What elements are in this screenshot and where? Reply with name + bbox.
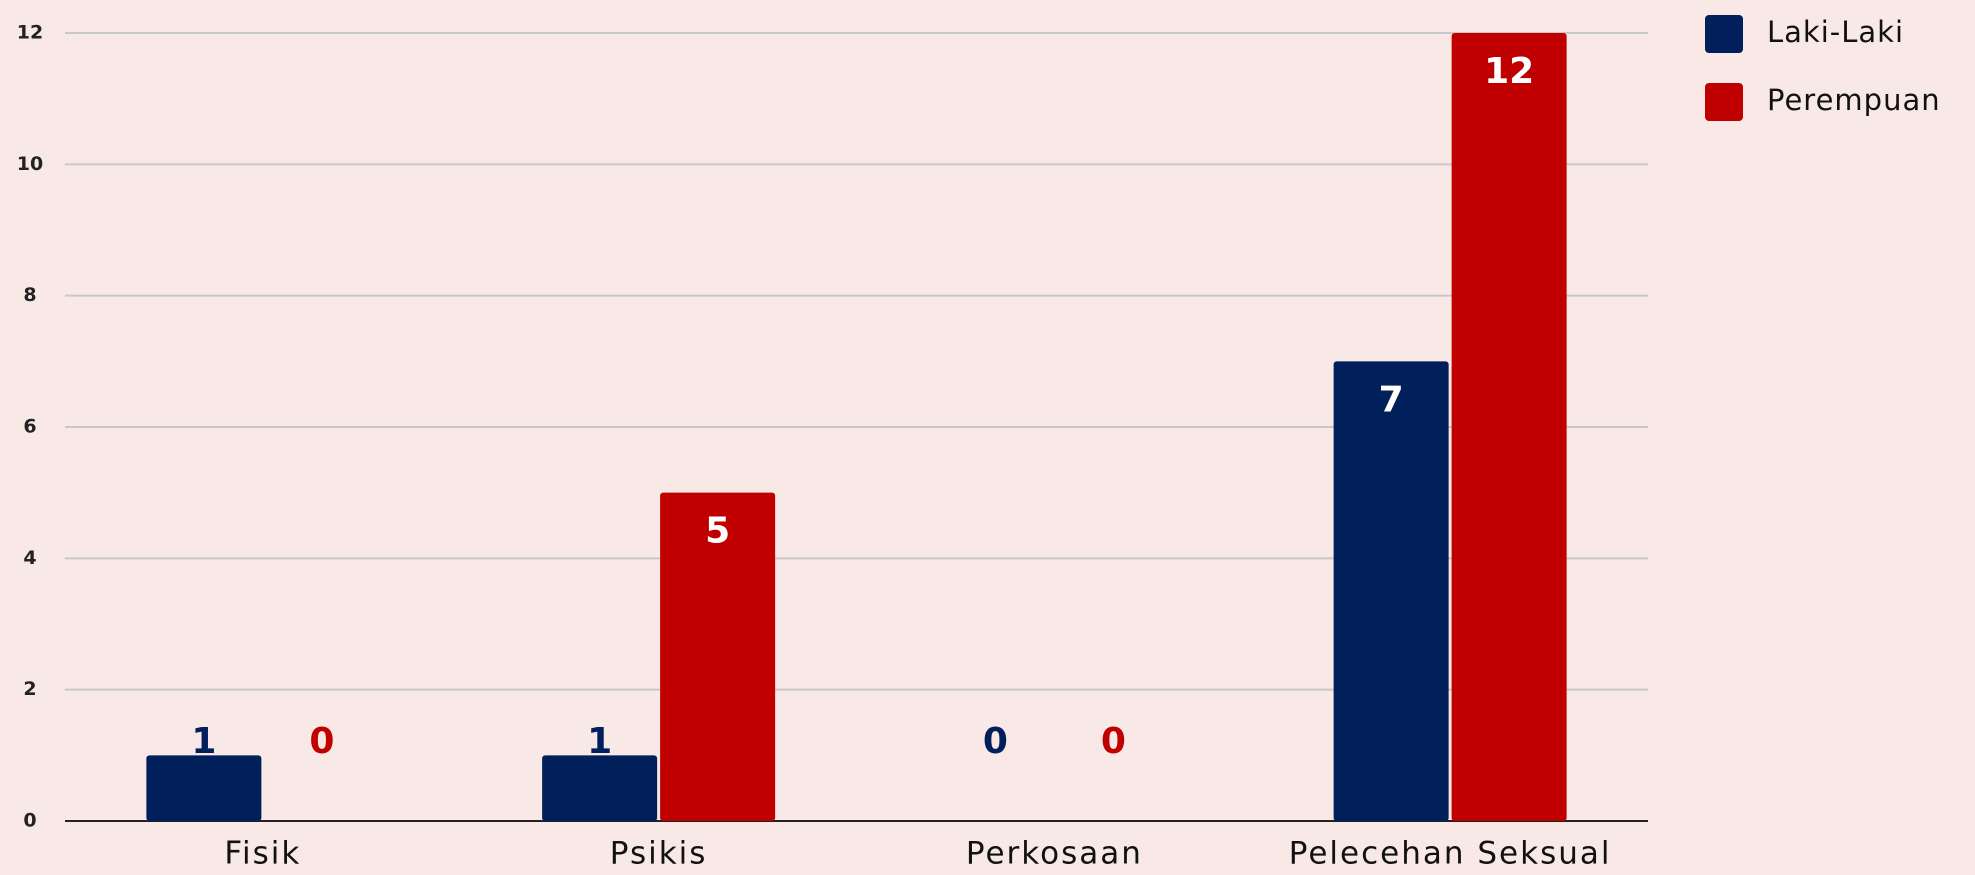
bar (542, 755, 658, 821)
value-label: 1 (587, 721, 612, 762)
value-label: 5 (705, 511, 730, 552)
bar (1333, 361, 1449, 821)
y-tick-label: 0 (23, 810, 36, 832)
y-tick-label: 10 (17, 153, 43, 175)
y-tick-label: 6 (23, 416, 36, 438)
legend-label: Perempuan (1767, 83, 1941, 117)
value-label: 7 (1379, 379, 1404, 420)
value-label: 0 (309, 721, 334, 762)
value-label: 1 (191, 721, 216, 762)
x-tick-label: Fisik (224, 836, 301, 872)
legend-swatch (1705, 15, 1743, 53)
bar (1451, 33, 1567, 821)
value-label: 12 (1484, 51, 1534, 92)
value-label: 0 (1101, 721, 1126, 762)
legend-swatch (1705, 83, 1743, 121)
x-tick-label: Pelecehan Seksual (1289, 836, 1612, 872)
y-tick-label: 2 (23, 678, 36, 700)
legend-label: Laki-Laki (1767, 15, 1904, 49)
bar (660, 492, 776, 821)
bar (146, 755, 262, 821)
value-label: 0 (983, 721, 1008, 762)
y-tick-label: 12 (17, 22, 43, 44)
x-tick-label: Perkosaan (966, 836, 1143, 872)
y-tick-label: 8 (23, 284, 36, 306)
x-tick-label: Psikis (610, 836, 708, 872)
y-tick-label: 4 (23, 547, 36, 569)
